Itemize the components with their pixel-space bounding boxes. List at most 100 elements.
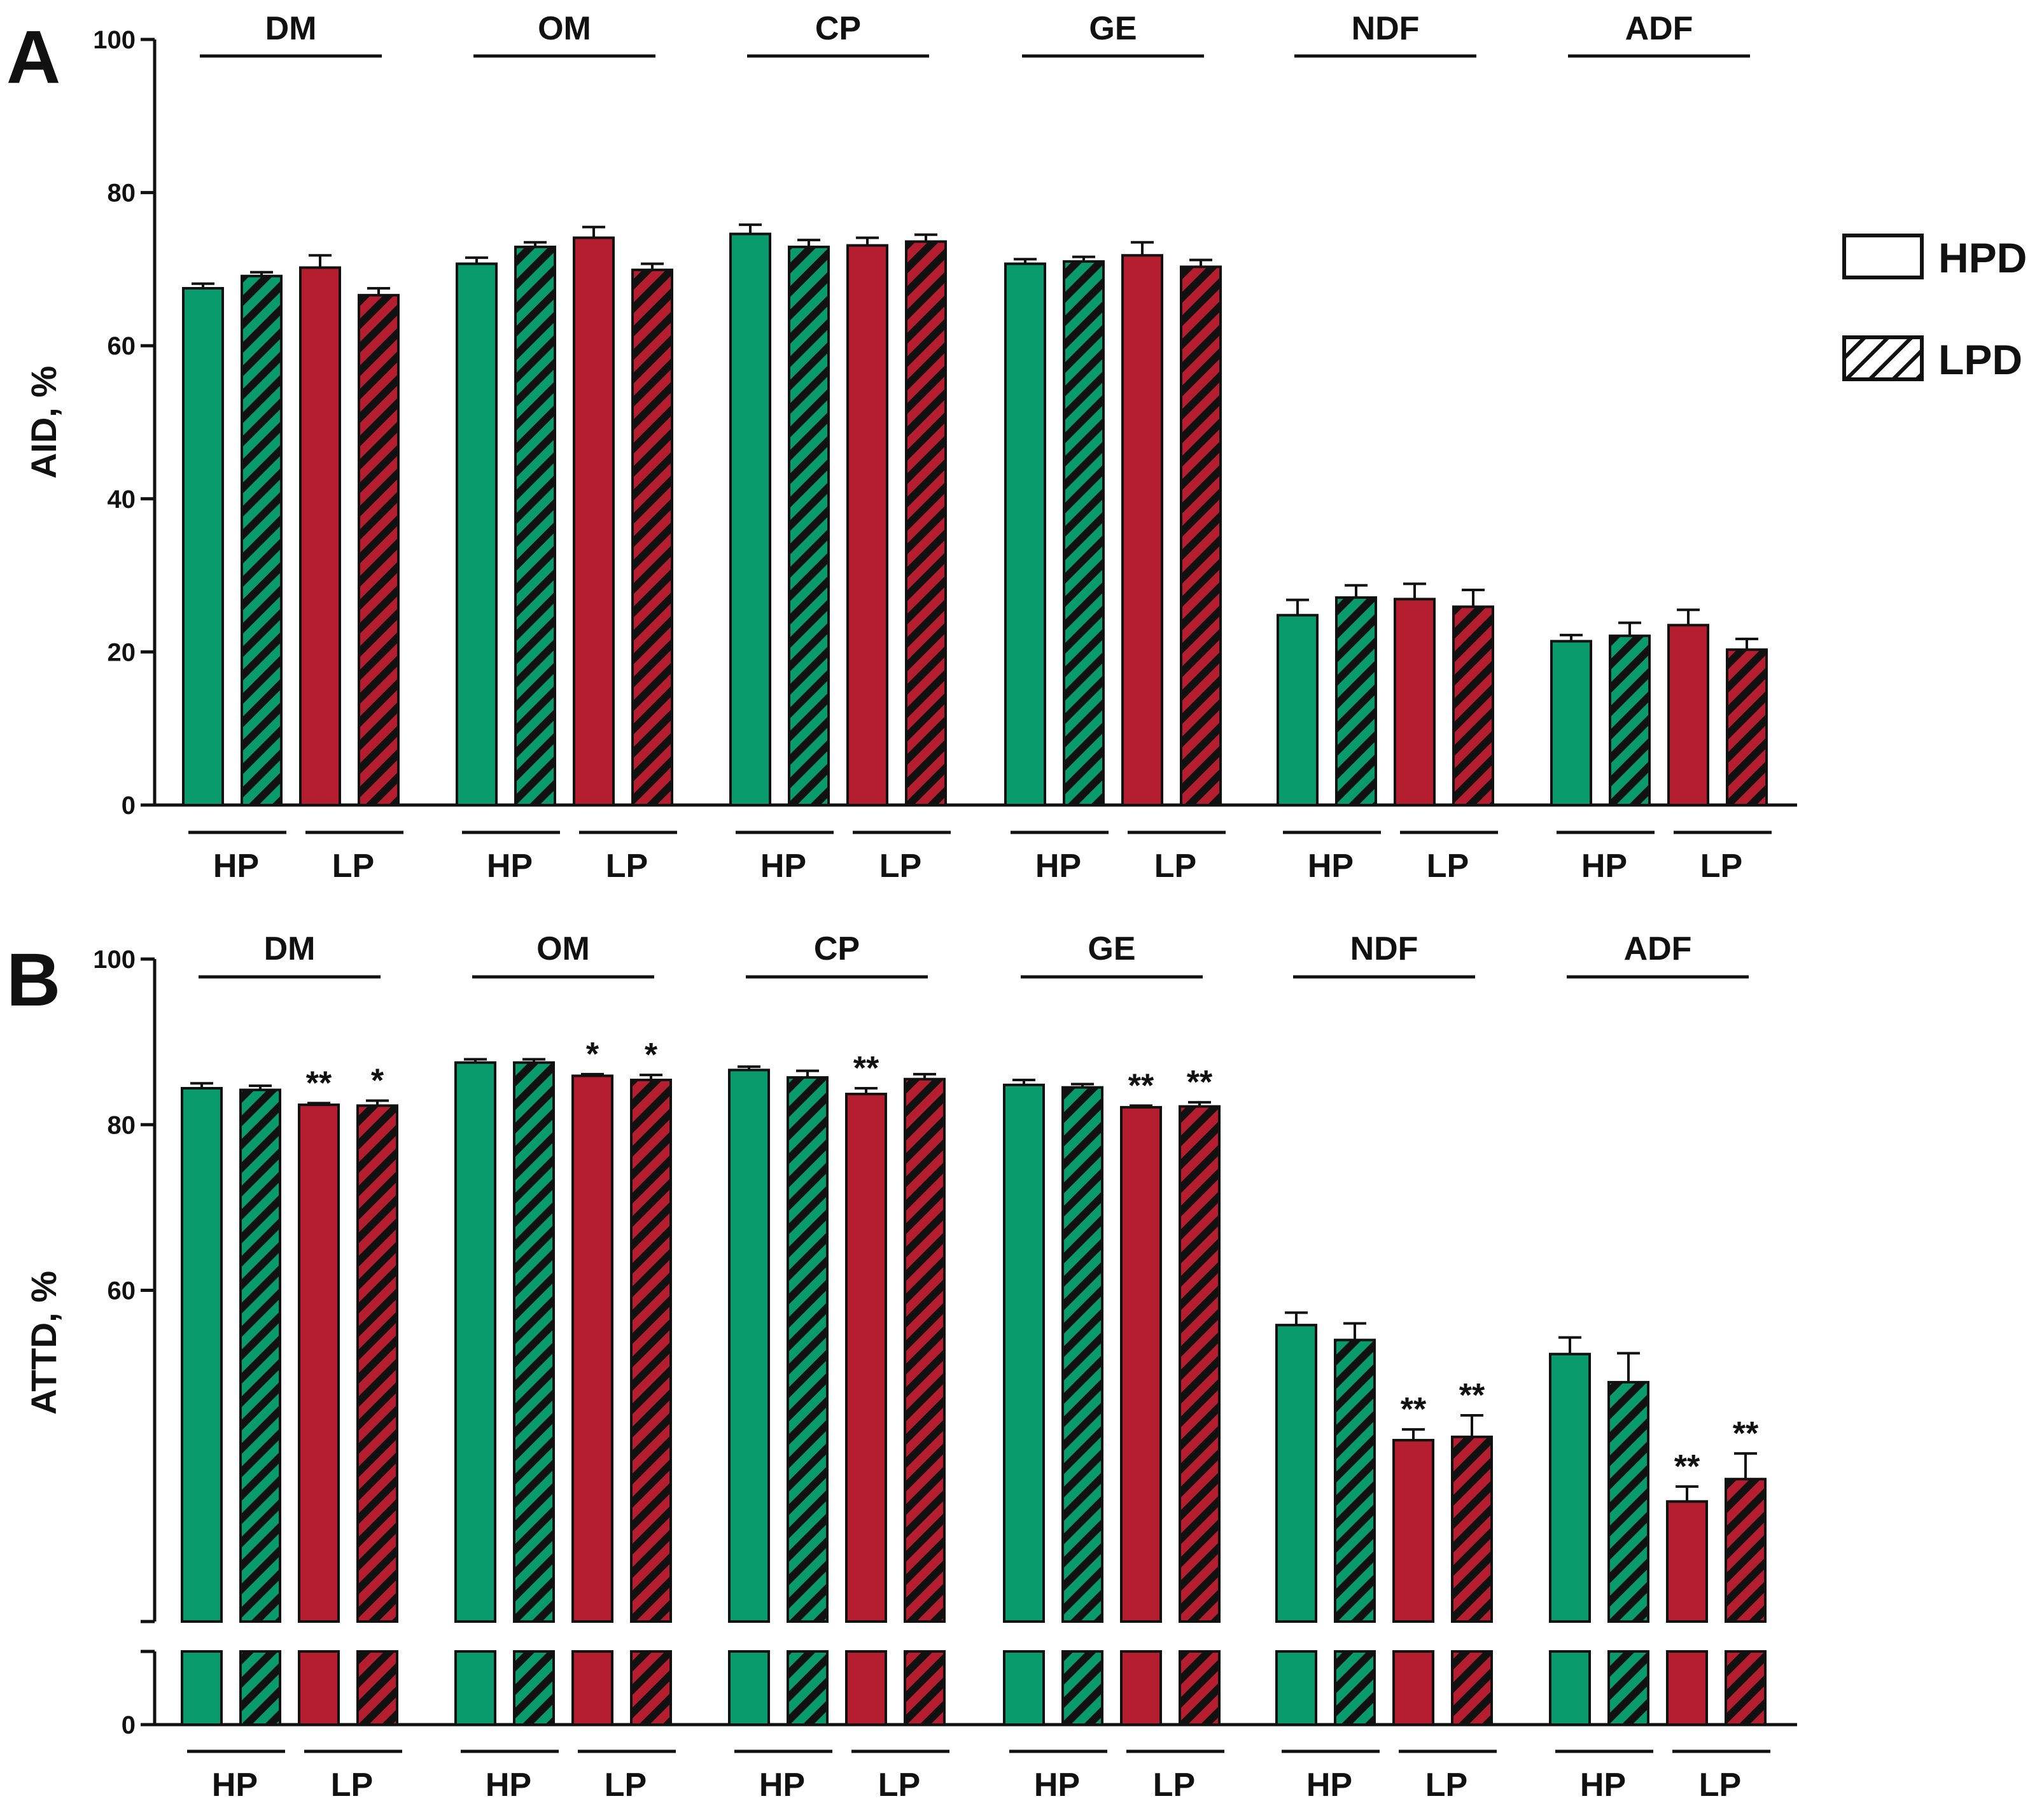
- nutrient-label-om: OM: [536, 930, 590, 967]
- bar-dm-lp-hpd: [299, 266, 341, 806]
- bar-upper-ge-lp-lpd: [1179, 1105, 1221, 1623]
- bar-lower-dm-hp-lpd: [239, 1650, 281, 1726]
- subgroup-label-lp: LP: [1154, 848, 1196, 885]
- y-tick-label-80: 80: [108, 179, 136, 207]
- subgroup-label-hp: HP: [759, 1767, 805, 1804]
- bar-upper-cp-hp-lpd: [787, 1076, 829, 1623]
- bar-upper-ndf-hp-lpd: [1334, 1338, 1376, 1623]
- bar-upper-om-lp-hpd: [571, 1074, 613, 1623]
- subgroup-label-hp: HP: [487, 848, 533, 885]
- subgroup-label-hp: HP: [1306, 1767, 1352, 1804]
- subgroup-label-lp: LP: [332, 848, 374, 885]
- bar-lower-ge-hp-hpd: [1003, 1650, 1045, 1726]
- bar-dm-hp-lpd: [241, 274, 283, 806]
- bar-ge-lp-hpd: [1121, 254, 1163, 807]
- y-axis-label: ATTD, %: [24, 1271, 64, 1415]
- significance-marker: **: [1187, 1064, 1213, 1101]
- nutrient-label-adf: ADF: [1625, 10, 1693, 47]
- bar-upper-cp-hp-hpd: [728, 1069, 770, 1623]
- subgroup-label-hp: HP: [1308, 848, 1354, 885]
- bar-lower-ndf-lp-lpd: [1451, 1650, 1493, 1726]
- bar-upper-dm-lp-lpd: [356, 1104, 398, 1623]
- y-tick-label-40: 40: [108, 486, 136, 514]
- y-axis-label: AID, %: [24, 366, 64, 479]
- bar-ndf-lp-hpd: [1394, 598, 1436, 806]
- bar-upper-dm-lp-hpd: [298, 1104, 340, 1623]
- bar-om-hp-hpd: [456, 262, 498, 806]
- bar-lower-cp-lp-lpd: [904, 1650, 946, 1726]
- bar-upper-cp-lp-hpd: [845, 1093, 887, 1623]
- bar-lower-dm-lp-lpd: [356, 1650, 398, 1726]
- bar-lower-ndf-lp-hpd: [1392, 1650, 1434, 1726]
- significance-marker: **: [1128, 1067, 1154, 1104]
- significance-marker: **: [1401, 1391, 1427, 1428]
- bar-cp-lp-lpd: [905, 240, 947, 807]
- bar-lower-cp-lp-hpd: [845, 1650, 887, 1726]
- bar-adf-hp-hpd: [1550, 640, 1592, 806]
- significance-marker: *: [371, 1063, 384, 1100]
- subgroup-label-hp: HP: [760, 848, 806, 885]
- y-tick-label-80: 80: [108, 1111, 136, 1139]
- bar-adf-hp-lpd: [1609, 634, 1651, 807]
- y-tick-label-100: 100: [93, 946, 136, 974]
- bar-lower-adf-lp-hpd: [1666, 1650, 1708, 1726]
- subgroup-label-lp: LP: [1700, 848, 1742, 885]
- nutrient-label-ndf: NDF: [1350, 930, 1418, 967]
- bar-lower-adf-hp-hpd: [1549, 1650, 1591, 1726]
- subgroup-label-lp: LP: [331, 1767, 373, 1804]
- bar-adf-lp-hpd: [1667, 624, 1709, 806]
- subgroup-label-lp: LP: [606, 848, 648, 885]
- bar-dm-hp-hpd: [182, 286, 224, 807]
- bar-upper-ge-hp-lpd: [1061, 1086, 1103, 1623]
- nutrient-label-cp: CP: [815, 10, 861, 47]
- bar-lower-dm-hp-hpd: [181, 1650, 223, 1726]
- subgroup-label-lp: LP: [605, 1767, 647, 1804]
- bar-upper-dm-hp-lpd: [239, 1088, 281, 1623]
- bar-upper-adf-lp-hpd: [1666, 1500, 1708, 1623]
- bar-lower-dm-lp-hpd: [298, 1650, 340, 1726]
- bar-upper-adf-lp-lpd: [1725, 1478, 1767, 1623]
- bar-ndf-hp-hpd: [1277, 613, 1319, 806]
- subgroup-label-lp: LP: [878, 1767, 920, 1804]
- subgroup-label-hp: HP: [1580, 1767, 1626, 1804]
- bar-om-lp-hpd: [573, 236, 615, 806]
- subgroup-label-hp: HP: [486, 1767, 531, 1804]
- bar-lower-adf-hp-lpd: [1607, 1650, 1649, 1726]
- significance-marker: **: [853, 1050, 879, 1087]
- bar-om-lp-lpd: [631, 269, 673, 806]
- subgroup-label-lp: LP: [1427, 848, 1469, 885]
- bar-ge-hp-hpd: [1004, 262, 1046, 806]
- panel-letter-a: A: [6, 15, 60, 99]
- bar-lower-ge-hp-lpd: [1061, 1650, 1103, 1726]
- bar-upper-ndf-lp-hpd: [1392, 1439, 1434, 1623]
- nutrient-label-om: OM: [538, 10, 591, 47]
- subgroup-label-lp: LP: [879, 848, 921, 885]
- bar-upper-dm-hp-hpd: [181, 1086, 223, 1623]
- nutrient-label-ndf: NDF: [1352, 10, 1420, 47]
- bar-lower-ge-lp-lpd: [1179, 1650, 1221, 1726]
- significance-marker: **: [1459, 1377, 1485, 1414]
- bar-lower-om-hp-lpd: [513, 1650, 555, 1726]
- bar-adf-lp-lpd: [1726, 648, 1768, 807]
- legend-label-hpd: HPD: [1938, 234, 2027, 281]
- bar-cp-lp-hpd: [846, 244, 888, 806]
- panel-a-aid-chart: A 0 20 40 60 80 100 AID, % DM HP LP OM HP LP CP HP LP GE H…: [6, 10, 1797, 885]
- bar-ndf-hp-lpd: [1335, 596, 1377, 806]
- legend: HPD LPD: [1842, 234, 2027, 383]
- bar-upper-ge-lp-hpd: [1120, 1105, 1162, 1623]
- subgroup-label-hp: HP: [1034, 1767, 1080, 1804]
- subgroup-label-hp: HP: [212, 1767, 258, 1804]
- legend-swatch-hpd: [1842, 234, 1924, 279]
- bar-upper-adf-hp-lpd: [1607, 1380, 1649, 1623]
- bar-lower-om-lp-hpd: [571, 1650, 613, 1726]
- significance-marker: **: [306, 1065, 332, 1102]
- bar-upper-adf-hp-hpd: [1549, 1352, 1591, 1623]
- y-tick-label-0: 0: [122, 792, 136, 820]
- nutrient-label-adf: ADF: [1624, 930, 1692, 967]
- bar-lower-ndf-hp-hpd: [1275, 1650, 1317, 1726]
- subgroup-label-lp: LP: [1153, 1767, 1195, 1804]
- bar-upper-om-lp-lpd: [630, 1078, 672, 1623]
- bar-upper-om-hp-lpd: [513, 1061, 555, 1623]
